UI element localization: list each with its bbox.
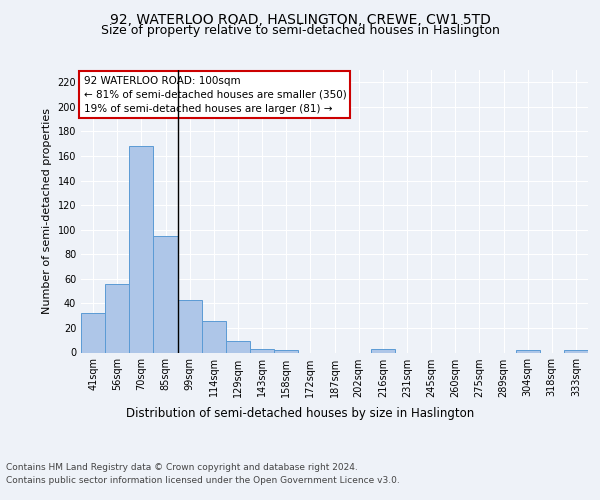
Bar <box>515 350 540 352</box>
Bar <box>81 313 105 352</box>
Bar <box>250 349 274 352</box>
Bar <box>564 350 588 352</box>
Bar <box>105 284 129 352</box>
Bar <box>371 349 395 352</box>
Text: Size of property relative to semi-detached houses in Haslington: Size of property relative to semi-detach… <box>101 24 499 37</box>
Text: Contains public sector information licensed under the Open Government Licence v3: Contains public sector information licen… <box>6 476 400 485</box>
Bar <box>154 236 178 352</box>
Bar <box>274 350 298 352</box>
Text: 92 WATERLOO ROAD: 100sqm
← 81% of semi-detached houses are smaller (350)
19% of : 92 WATERLOO ROAD: 100sqm ← 81% of semi-d… <box>83 76 346 114</box>
Text: Distribution of semi-detached houses by size in Haslington: Distribution of semi-detached houses by … <box>126 408 474 420</box>
Text: Contains HM Land Registry data © Crown copyright and database right 2024.: Contains HM Land Registry data © Crown c… <box>6 462 358 471</box>
Bar <box>178 300 202 352</box>
Bar <box>226 342 250 352</box>
Bar <box>202 320 226 352</box>
Bar <box>129 146 154 352</box>
Y-axis label: Number of semi-detached properties: Number of semi-detached properties <box>42 108 52 314</box>
Text: 92, WATERLOO ROAD, HASLINGTON, CREWE, CW1 5TD: 92, WATERLOO ROAD, HASLINGTON, CREWE, CW… <box>110 12 490 26</box>
